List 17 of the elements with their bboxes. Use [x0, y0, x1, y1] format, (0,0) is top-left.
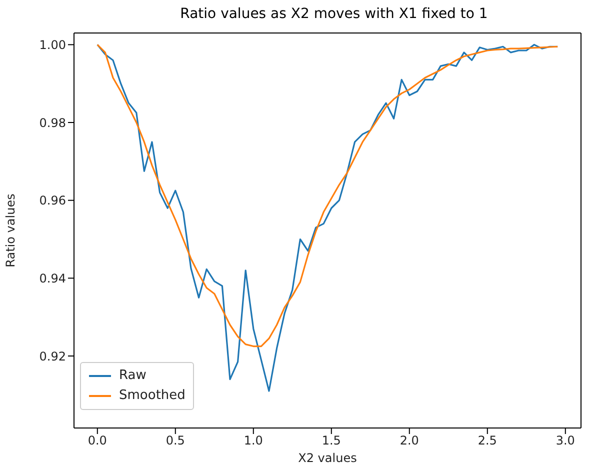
y-tick-label: 0.96	[39, 194, 66, 208]
x-tick-label: 2.5	[478, 434, 497, 448]
y-tick-label: 0.98	[39, 116, 66, 130]
x-tick-label: 0.0	[88, 434, 107, 448]
legend-label: Smoothed	[119, 387, 186, 405]
x-tick-label: 1.0	[244, 434, 263, 448]
y-tick-label: 0.94	[39, 271, 66, 286]
x-tick-label: 1.5	[322, 434, 341, 448]
y-axis-title: Ratio values	[3, 194, 18, 268]
y-tick-label: 0.92	[39, 349, 66, 364]
y-tick-label: 1.00	[39, 38, 66, 52]
chart-title: Ratio values as X2 moves with X1 fixed to 1	[179, 6, 489, 22]
x-axis-title: X2 values	[298, 451, 357, 464]
x-tick-label: 0.5	[166, 434, 185, 448]
legend-label: Raw	[119, 367, 146, 385]
x-tick-label: 2.0	[400, 434, 419, 448]
x-tick-label: 3.0	[556, 434, 575, 448]
